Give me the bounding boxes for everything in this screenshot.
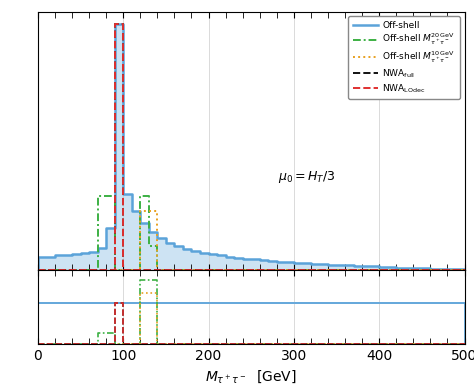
Off-shell $M_{\tau^+\tau^-}^{10\,\mathrm{GeV}}$	[231, 268, 237, 273]
Off-shell $M_{\tau^+\tau^-}^{10\,\mathrm{GeV}}$	[410, 268, 416, 273]
Off-shell $M_{\tau^+\tau^-}^{20\,\mathrm{GeV}}$	[129, 268, 135, 273]
Off-shell $M_{\tau^+\tau^-}^{10\,\mathrm{GeV}}$	[35, 268, 41, 273]
NWA$_{\mathrm{LOdec}}$	[376, 268, 382, 273]
NWA$_{\mathrm{full}}$	[112, 22, 118, 26]
NWA$_{\mathrm{LOdec}}$	[112, 22, 118, 26]
Off-shell	[35, 268, 41, 273]
Off-shell $M_{\tau^+\tau^-}^{20\,\mathrm{GeV}}$	[342, 268, 348, 273]
NWA$_{\mathrm{full}}$	[342, 268, 348, 273]
Off-shell	[410, 265, 416, 270]
NWA$_{\mathrm{full}}$	[410, 268, 416, 273]
NWA$_{\mathrm{full}}$	[231, 268, 237, 273]
Off-shell	[342, 262, 348, 267]
Line: Off-shell $M_{\tau^+\tau^-}^{10\,\mathrm{GeV}}$: Off-shell $M_{\tau^+\tau^-}^{10\,\mathrm…	[38, 211, 465, 270]
Off-shell $M_{\tau^+\tau^-}^{20\,\mathrm{GeV}}$	[462, 268, 467, 273]
NWA$_{\mathrm{LOdec}}$	[231, 268, 237, 273]
Off-shell $M_{\tau^+\tau^-}^{20\,\mathrm{GeV}}$	[231, 268, 237, 273]
Line: NWA$_{\mathrm{full}}$: NWA$_{\mathrm{full}}$	[38, 24, 465, 270]
Off-shell	[231, 255, 237, 260]
NWA$_{\mathrm{full}}$	[120, 22, 126, 26]
Off-shell $M_{\tau^+\tau^-}^{10\,\mathrm{GeV}}$	[462, 268, 467, 273]
NWA$_{\mathrm{LOdec}}$	[129, 268, 135, 273]
Off-shell	[376, 264, 382, 269]
NWA$_{\mathrm{LOdec}}$	[410, 268, 416, 273]
Off-shell $M_{\tau^+\tau^-}^{20\,\mathrm{GeV}}$	[376, 268, 382, 273]
NWA$_{\mathrm{LOdec}}$	[35, 268, 41, 273]
Off-shell $M_{\tau^+\tau^-}^{10\,\mathrm{GeV}}$	[376, 268, 382, 273]
NWA$_{\mathrm{LOdec}}$	[462, 268, 467, 273]
Off-shell $M_{\tau^+\tau^-}^{20\,\mathrm{GeV}}$	[410, 268, 416, 273]
X-axis label: $M_{\tau^+\tau^-}$  [GeV]: $M_{\tau^+\tau^-}$ [GeV]	[205, 368, 297, 385]
Off-shell	[462, 268, 467, 273]
Legend: Off-shell, Off-shell $M_{\tau^+\tau^-}^{20\,\mathrm{GeV}}$, Off-shell $M_{\tau^+: Off-shell, Off-shell $M_{\tau^+\tau^-}^{…	[348, 16, 460, 99]
Off-shell $M_{\tau^+\tau^-}^{20\,\mathrm{GeV}}$	[35, 268, 41, 273]
Line: Off-shell: Off-shell	[38, 24, 465, 270]
NWA$_{\mathrm{full}}$	[35, 268, 41, 273]
Off-shell $M_{\tau^+\tau^-}^{20\,\mathrm{GeV}}$	[95, 194, 100, 199]
Off-shell $M_{\tau^+\tau^-}^{10\,\mathrm{GeV}}$	[129, 268, 135, 273]
Line: Off-shell $M_{\tau^+\tau^-}^{20\,\mathrm{GeV}}$: Off-shell $M_{\tau^+\tau^-}^{20\,\mathrm…	[38, 196, 465, 270]
Off-shell $M_{\tau^+\tau^-}^{10\,\mathrm{GeV}}$	[342, 268, 348, 273]
Off-shell	[120, 22, 126, 26]
Off-shell $M_{\tau^+\tau^-}^{20\,\mathrm{GeV}}$	[120, 268, 126, 273]
Off-shell $M_{\tau^+\tau^-}^{10\,\mathrm{GeV}}$	[112, 268, 118, 273]
NWA$_{\mathrm{full}}$	[462, 268, 467, 273]
Off-shell	[129, 209, 135, 213]
NWA$_{\mathrm{LOdec}}$	[342, 268, 348, 273]
Text: $\mu_0 = H_T/3$: $\mu_0 = H_T/3$	[278, 169, 336, 185]
NWA$_{\mathrm{LOdec}}$	[120, 22, 126, 26]
Line: NWA$_{\mathrm{LOdec}}$: NWA$_{\mathrm{LOdec}}$	[38, 24, 465, 270]
Off-shell $M_{\tau^+\tau^-}^{10\,\mathrm{GeV}}$	[137, 209, 143, 213]
Off-shell	[112, 22, 118, 26]
NWA$_{\mathrm{full}}$	[376, 268, 382, 273]
NWA$_{\mathrm{full}}$	[129, 268, 135, 273]
